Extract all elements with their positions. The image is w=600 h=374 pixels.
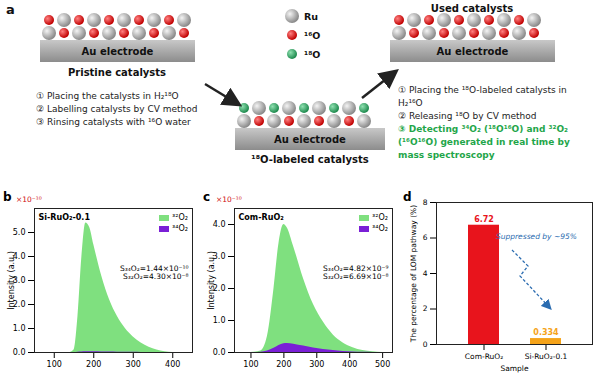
svg-text:Au electrode: Au electrode	[274, 134, 346, 145]
html-text:³²O₂: ³²O₂	[372, 213, 388, 222]
svg-text:S₃₄O₂=1.44×10⁻¹⁰S₃₂O₂=4.30×10⁻: S₃₄O₂=1.44×10⁻¹⁰S₃₂O₂=4.30×10⁻⁸	[120, 264, 188, 281]
svg-text:0.334: 0.334	[533, 328, 559, 337]
svg-text:3.0: 3.0	[12, 276, 26, 286]
svg-text:S₃₄O₂=4.82×10⁻⁹S₃₂O₂=6.69×10⁻⁸: S₃₄O₂=4.82×10⁻⁹S₃₂O₂=6.69×10⁻⁸	[323, 264, 388, 281]
svg-text:0.0: 0.0	[13, 348, 26, 357]
html-text:② Releasing ¹⁸O by CV method: ② Releasing ¹⁸O by CV method	[398, 111, 537, 121]
html-text:c: c	[203, 190, 211, 204]
html-text:② Labelling catalysts by CV me: ② Labelling catalysts by CV method	[36, 104, 198, 114]
svg-text:100: 100	[243, 360, 258, 369]
svg-text:4.0: 4.0	[213, 220, 226, 229]
html-text:³⁴O₂: ³⁴O₂	[372, 224, 388, 233]
svg-text:3.0: 3.0	[212, 252, 226, 262]
html-text:③ Rinsing catalysts with ¹⁶O w: ③ Rinsing catalysts with ¹⁶O water	[36, 117, 191, 127]
svg-text:¹⁸O-labeled catalysts: ¹⁸O-labeled catalysts	[251, 154, 368, 165]
svg-text:4: 4	[423, 269, 428, 278]
html-text:③ Detecting ³⁴O₂ (¹⁸O¹⁶O) and: ③ Detecting ³⁴O₂ (¹⁸O¹⁶O) and ³²O₂ (¹⁶O¹…	[398, 124, 570, 160]
html-text:① Placing the catalysts in H₂¹: ① Placing the catalysts in H₂¹⁸O	[36, 91, 179, 101]
svg-text:500: 500	[375, 360, 390, 369]
svg-text:Intensity (a.u.): Intensity (a.u.)	[207, 251, 216, 310]
svg-text:300: 300	[126, 360, 141, 369]
svg-text:Si-RuO₂-0.1: Si-RuO₂-0.1	[525, 352, 568, 361]
svg-text:200: 200	[276, 360, 291, 369]
svg-text:4.0: 4.0	[12, 252, 26, 262]
svg-text:¹⁸O: ¹⁸O	[304, 49, 320, 60]
svg-text:Intensity (a.u.): Intensity (a.u.)	[7, 251, 16, 310]
svg-text:200: 200	[86, 360, 101, 369]
svg-text:2.0: 2.0	[212, 284, 226, 294]
svg-text:2.0: 2.0	[12, 300, 26, 310]
svg-text:Ru: Ru	[304, 11, 318, 22]
svg-text:6.72: 6.72	[474, 215, 494, 224]
html-text:b ×10⁻¹⁰: b ×10⁻¹⁰	[3, 190, 42, 204]
svg-text:Pristine catalysts: Pristine catalysts	[68, 67, 166, 78]
html-text:³⁴O₂: ³⁴O₂	[172, 224, 188, 233]
html-text:① Placing the ¹⁸O-labeled cata: ① Placing the ¹⁸O-labeled catalysts in H…	[398, 85, 567, 108]
html-text:×10⁻¹⁰: ×10⁻¹⁰	[216, 195, 242, 204]
svg-text:The percentage of LOM pathway: The percentage of LOM pathway (%)	[409, 205, 418, 343]
svg-text:2: 2	[423, 304, 428, 313]
svg-text:5.0: 5.0	[13, 228, 26, 237]
svg-text:Com-RuO₂: Com-RuO₂	[239, 213, 285, 222]
svg-text:0: 0	[423, 340, 428, 349]
svg-text:400: 400	[165, 360, 180, 369]
svg-text:6: 6	[423, 233, 428, 242]
svg-text:100: 100	[47, 360, 62, 369]
svg-text:Used catalysts: Used catalysts	[431, 3, 513, 14]
svg-text:8: 8	[423, 198, 428, 207]
html-text:Suppressed by ~95%: Suppressed by ~95%	[496, 232, 577, 241]
svg-text:¹⁶O: ¹⁶O	[304, 30, 320, 41]
svg-text:0.0: 0.0	[213, 348, 226, 357]
svg-text:Com-RuO₂: Com-RuO₂	[465, 352, 503, 361]
svg-text:1.0: 1.0	[213, 316, 226, 325]
svg-text:300: 300	[309, 360, 324, 369]
svg-text:Au electrode: Au electrode	[437, 46, 509, 57]
svg-text:1.0: 1.0	[13, 324, 26, 333]
svg-text:Au electrode: Au electrode	[82, 46, 154, 57]
html-text:d: d	[403, 190, 412, 204]
svg-text:a: a	[6, 2, 15, 17]
svg-text:Sample: Sample	[500, 364, 529, 373]
html-text:³²O₂: ³²O₂	[172, 213, 188, 222]
svg-text:Si-RuO₂-0.1: Si-RuO₂-0.1	[39, 213, 91, 222]
svg-text:400: 400	[342, 360, 357, 369]
